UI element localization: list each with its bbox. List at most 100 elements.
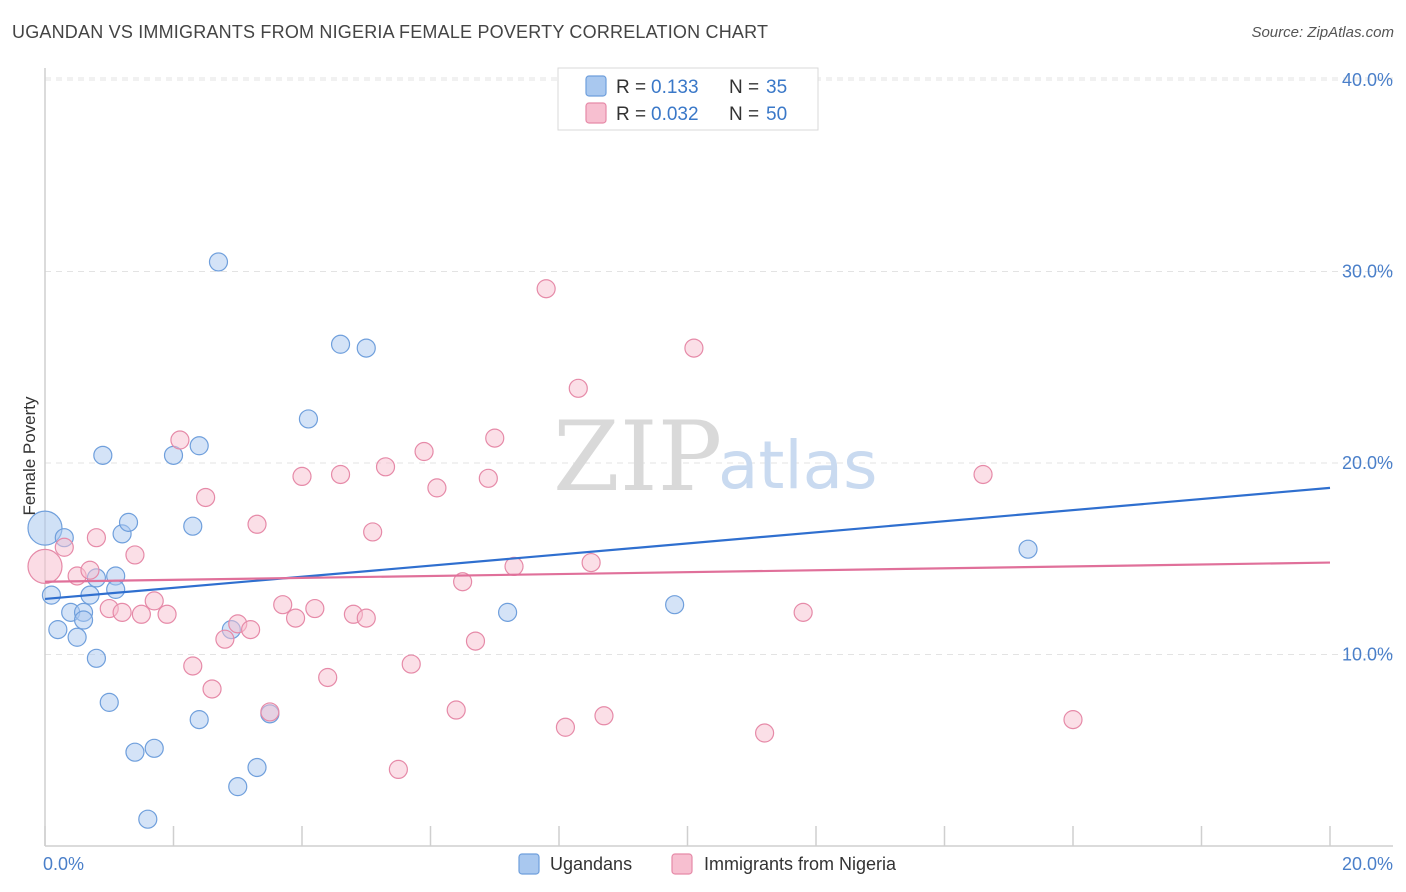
data-point <box>131 604 151 624</box>
data-point <box>330 334 351 354</box>
y-tick-label: 40.0% <box>1342 70 1393 90</box>
data-point <box>1063 710 1083 730</box>
legend-r-label-nigeria: R = <box>616 104 646 125</box>
watermark: ZIP atlas <box>553 401 878 513</box>
watermark-zip: ZIP <box>553 401 722 513</box>
data-point <box>485 428 505 448</box>
data-point <box>202 679 222 699</box>
gridlines <box>45 77 1393 655</box>
legend-r-value-ugandans: 0.133 <box>651 77 699 98</box>
series-nigeria-points <box>27 279 1083 780</box>
data-point <box>183 516 203 536</box>
data-point <box>356 338 376 358</box>
x-ticks <box>44 826 1331 846</box>
data-point <box>388 759 408 780</box>
data-point <box>247 514 267 534</box>
y-tick-label: 20.0% <box>1342 453 1393 473</box>
data-point <box>292 466 312 487</box>
data-point <box>86 648 107 668</box>
y-tick-label: 10.0% <box>1342 645 1393 665</box>
data-point <box>305 598 325 619</box>
bottom-legend-swatch-ugandans <box>518 853 540 875</box>
series-ugandans-points <box>27 252 1038 829</box>
data-point <box>478 468 498 488</box>
data-point <box>99 692 119 712</box>
bottom-legend-label-nigeria: Immigrants from Nigeria <box>704 854 897 874</box>
data-point <box>260 702 280 722</box>
legend-swatch-ugandans <box>585 75 607 97</box>
legend-n-value-nigeria: 50 <box>766 104 787 125</box>
data-point <box>793 602 813 622</box>
data-point <box>27 548 63 585</box>
trend-line <box>44 486 1331 601</box>
data-point <box>555 717 576 737</box>
data-point <box>157 604 177 624</box>
bottom-legend-label-ugandans: Ugandans <box>550 854 632 874</box>
data-point <box>536 279 556 299</box>
data-point <box>754 723 775 743</box>
data-point <box>118 512 139 532</box>
legend: R = 0.133 N = 35 R = 0.032 N = 50 <box>557 67 819 131</box>
bottom-legend-swatch-nigeria <box>671 853 693 875</box>
chart-title: UGANDAN VS IMMIGRANTS FROM NIGERIA FEMAL… <box>12 22 769 42</box>
data-point <box>93 445 113 465</box>
data-point <box>298 409 319 429</box>
data-point <box>568 378 588 398</box>
data-point <box>189 436 209 456</box>
legend-n-value-ugandans: 35 <box>766 77 787 98</box>
x-tick-label-max: 20.0% <box>1342 854 1393 874</box>
data-point <box>581 552 601 573</box>
data-point <box>67 627 87 647</box>
data-point <box>208 252 229 272</box>
data-point <box>183 656 203 676</box>
data-point <box>665 595 685 615</box>
data-point <box>427 478 447 498</box>
data-point <box>27 510 63 546</box>
data-point <box>106 579 126 599</box>
data-point <box>215 629 235 649</box>
data-point <box>453 572 473 592</box>
data-point <box>401 654 421 674</box>
data-point <box>465 631 486 651</box>
data-point <box>112 602 132 622</box>
legend-r-value-nigeria: 0.032 <box>651 104 699 125</box>
y-tick-label: 30.0% <box>1342 262 1393 282</box>
data-point <box>504 556 524 577</box>
data-point <box>144 738 164 758</box>
data-point <box>594 706 614 726</box>
data-point <box>363 522 383 542</box>
legend-r-label-ugandans: R = <box>616 77 646 98</box>
data-point <box>273 595 293 615</box>
data-point <box>138 809 158 829</box>
data-point <box>414 441 434 462</box>
data-point <box>1018 539 1038 559</box>
data-point <box>144 591 164 611</box>
data-point <box>228 777 248 797</box>
legend-n-label-nigeria: N = <box>729 104 759 125</box>
data-point <box>356 608 376 628</box>
source-label: Source: ZipAtlas.com <box>1251 24 1394 41</box>
data-point <box>41 585 62 605</box>
data-point <box>241 620 261 640</box>
data-point <box>196 487 216 508</box>
data-point <box>48 620 68 640</box>
data-point <box>285 608 306 628</box>
data-point <box>125 545 145 565</box>
legend-n-label-ugandans: N = <box>729 77 759 98</box>
data-point <box>247 757 267 778</box>
y-axis-label: Female Poverty <box>20 396 39 516</box>
watermark-atlas: atlas <box>718 427 878 504</box>
data-point <box>189 710 209 730</box>
data-point <box>80 560 100 580</box>
data-point <box>446 700 466 720</box>
data-point <box>125 742 145 762</box>
data-point <box>973 464 993 485</box>
data-point <box>170 430 190 450</box>
data-point <box>318 667 338 688</box>
x-tick-label-min: 0.0% <box>43 854 84 874</box>
data-point <box>684 338 704 358</box>
data-point <box>375 457 396 477</box>
axes <box>44 68 1393 847</box>
y-tick-labels: 10.0% 20.0% 30.0% 40.0% <box>1342 70 1393 665</box>
